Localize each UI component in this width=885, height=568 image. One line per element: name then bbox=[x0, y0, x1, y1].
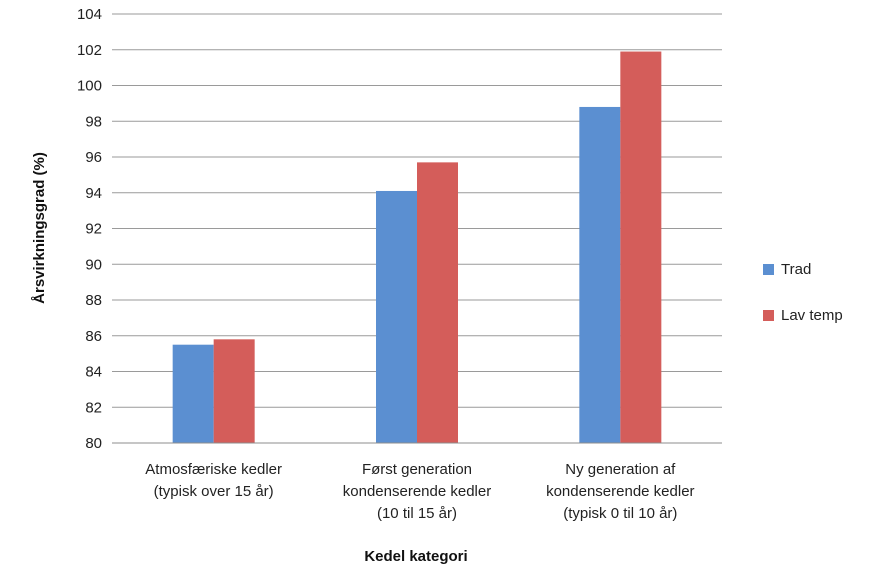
x-category-label: Først generation bbox=[362, 461, 472, 478]
y-tick-labels: 80 82 84 86 88 90 92 94 96 98 100 102 104 bbox=[77, 6, 102, 452]
x-category-label: (typisk 0 til 10 år) bbox=[563, 505, 677, 522]
x-category-label: Atmosfæriske kedler bbox=[145, 461, 282, 478]
x-axis-title: Kedel kategori bbox=[364, 548, 467, 565]
bar-lav-temp-1 bbox=[417, 162, 458, 444]
bar-trad-2 bbox=[579, 106, 621, 443]
y-axis-title: Årsvirkningsgrad (%) bbox=[31, 152, 48, 304]
bar-trad-1 bbox=[376, 190, 417, 443]
y-tick-label: 100 bbox=[77, 78, 102, 95]
y-tick-label: 84 bbox=[85, 364, 102, 381]
y-tick-label: 88 bbox=[85, 292, 102, 309]
y-tick-label: 90 bbox=[85, 256, 102, 273]
x-category-label: (typisk over 15 år) bbox=[154, 483, 274, 500]
x-category-label: Ny generation af bbox=[565, 461, 676, 478]
y-tick-label: 104 bbox=[77, 6, 102, 23]
legend-label: Lav temp bbox=[781, 307, 843, 324]
y-tick-label: 98 bbox=[85, 113, 102, 130]
y-tick-label: 102 bbox=[77, 42, 102, 59]
legend-swatch bbox=[763, 310, 774, 321]
legend: Trad Lav temp bbox=[763, 261, 843, 324]
y-tick-label: 80 bbox=[85, 435, 102, 452]
bar-lav-temp-2 bbox=[620, 51, 662, 443]
bar-lav-temp-0 bbox=[213, 339, 255, 443]
bars bbox=[172, 51, 662, 444]
legend-label: Trad bbox=[781, 261, 811, 278]
bar-trad-0 bbox=[172, 344, 214, 443]
y-tick-label: 94 bbox=[85, 185, 102, 202]
x-category-labels: Atmosfæriske kedler (typisk over 15 år) Fø… bbox=[145, 461, 694, 522]
y-tick-label: 86 bbox=[85, 328, 102, 345]
legend-swatch bbox=[763, 264, 774, 275]
x-category-label: (10 til 15 år) bbox=[377, 505, 457, 522]
x-category-label: kondenserende kedler bbox=[546, 483, 694, 500]
y-tick-label: 96 bbox=[85, 149, 102, 166]
y-tick-label: 92 bbox=[85, 221, 102, 238]
x-category-label: kondenserende kedler bbox=[343, 483, 491, 500]
y-tick-label: 82 bbox=[85, 399, 102, 416]
